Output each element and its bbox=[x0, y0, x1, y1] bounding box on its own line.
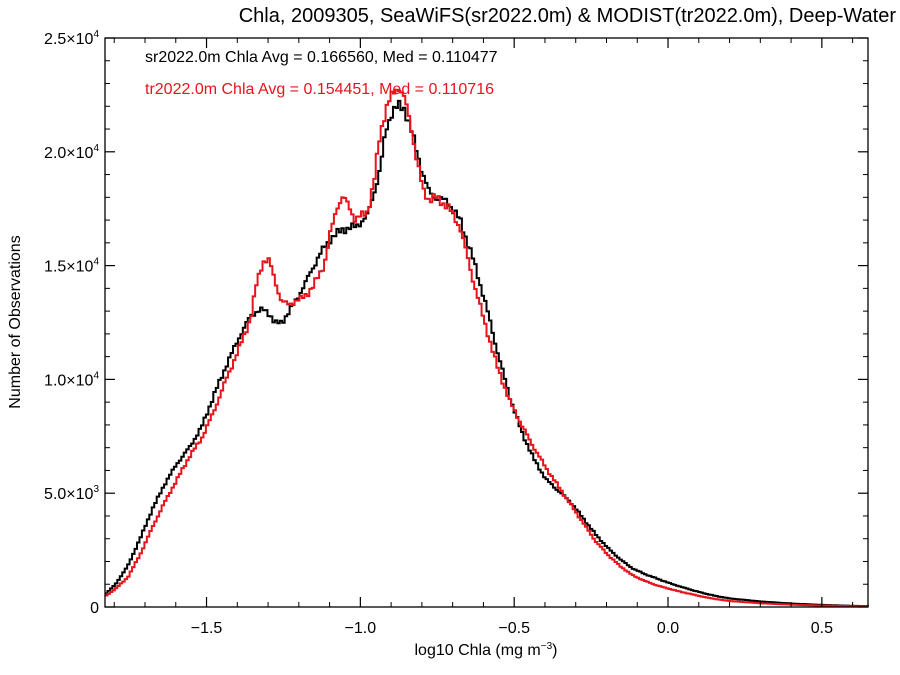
x-tick-label: −1.5 bbox=[191, 620, 223, 637]
plot-area bbox=[105, 88, 869, 608]
y-tick-label-exponent: 4 bbox=[93, 143, 99, 154]
annotation-sr: sr2022.0m Chla Avg = 0.166560, Med = 0.1… bbox=[145, 49, 498, 66]
y-tick-label-mantissa: 5.0×10 bbox=[44, 486, 93, 503]
y-tick-label-mantissa: 1.0×10 bbox=[44, 372, 93, 389]
y-tick-label-exponent: 4 bbox=[93, 29, 99, 40]
x-axis-label-close: ) bbox=[552, 642, 557, 659]
x-tick-label: 0.0 bbox=[657, 620, 679, 637]
axes: −1.5 −1.0 −0.5 0.0 0.505.0×1031.0×1041.5×104… bbox=[44, 29, 868, 637]
y-axis-label: Number of Observations bbox=[7, 235, 24, 408]
x-axis-label-main: log10 Chla (mg m bbox=[414, 642, 540, 659]
series-1-histogram bbox=[105, 88, 868, 608]
y-tick-label-mantissa: 2.0×10 bbox=[44, 145, 93, 162]
chart-title: Chla, 2009305, SeaWiFS(sr2022.0m) & MODI… bbox=[239, 5, 897, 27]
y-tick-label: 1.0×104 bbox=[44, 370, 99, 389]
x-tick-label: 0.5 bbox=[811, 620, 833, 637]
y-tick-label: 5.0×103 bbox=[44, 484, 99, 503]
y-tick-label-exponent: 4 bbox=[93, 370, 99, 381]
y-tick-label-mantissa: 0 bbox=[90, 600, 99, 617]
annotation-tr: tr2022.0m Chla Avg = 0.154451, Med = 0.1… bbox=[145, 81, 494, 98]
x-axis-label-superscript: −3 bbox=[541, 641, 553, 652]
series-0-histogram bbox=[105, 99, 869, 608]
y-tick-label-exponent: 3 bbox=[93, 484, 99, 495]
y-tick-label-mantissa: 1.5×10 bbox=[44, 259, 93, 276]
x-tick-label: −0.5 bbox=[498, 620, 530, 637]
y-tick-label: 1.5×104 bbox=[44, 257, 99, 276]
y-tick-label: 2.0×104 bbox=[44, 143, 99, 162]
y-tick-label: 0 bbox=[90, 600, 99, 617]
x-tick-label: −1.0 bbox=[345, 620, 377, 637]
plot-frame bbox=[104, 37, 869, 608]
y-tick-label: 2.5×104 bbox=[44, 29, 99, 48]
y-tick-label-mantissa: 2.5×10 bbox=[44, 31, 93, 48]
y-tick-label-exponent: 4 bbox=[93, 257, 99, 268]
x-axis-label: log10 Chla (mg m−3) bbox=[414, 641, 557, 659]
